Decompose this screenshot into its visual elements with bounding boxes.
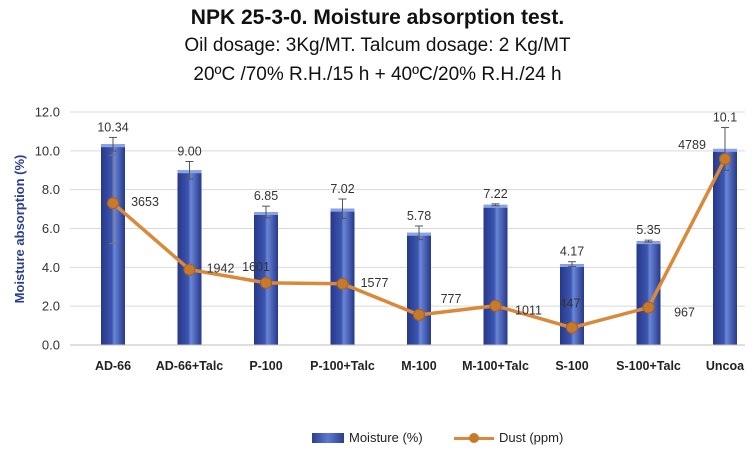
data-label-dust: 1942 bbox=[207, 262, 235, 276]
point-dust bbox=[107, 197, 119, 210]
y-tick-label: 4.0 bbox=[42, 260, 60, 275]
x-tick-label: AD-66+Talc bbox=[156, 359, 224, 373]
y-tick-label: 12.0 bbox=[35, 105, 60, 120]
point-dust bbox=[183, 263, 196, 276]
bar-moisture bbox=[713, 148, 737, 345]
legend-moisture-label: Moisture (%) bbox=[349, 430, 423, 445]
data-label-dust: 447 bbox=[560, 297, 581, 311]
data-label-moisture: 10.34 bbox=[97, 120, 128, 134]
data-label-dust: 777 bbox=[441, 292, 462, 306]
point-dust bbox=[413, 308, 425, 321]
chart-title: NPK 25-3-0. Moisture absorption test. bbox=[190, 6, 565, 29]
data-label-moisture: 10.1 bbox=[713, 111, 737, 125]
data-label-moisture: 4.17 bbox=[560, 245, 584, 259]
y-tick-label: 2.0 bbox=[42, 299, 60, 314]
data-label-moisture: 5.35 bbox=[636, 223, 660, 237]
point-dust bbox=[719, 153, 731, 166]
data-label-dust: 3653 bbox=[131, 195, 159, 209]
data-label-moisture: 7.02 bbox=[330, 182, 354, 196]
legend-line-swatch bbox=[454, 432, 494, 444]
bar-top-cap bbox=[483, 204, 508, 208]
legend-moisture: Moisture (%) bbox=[312, 430, 423, 445]
bar-moisture bbox=[483, 204, 508, 345]
legend-dust-label: Dust (ppm) bbox=[499, 430, 564, 445]
y-tick-label: 10.0 bbox=[35, 143, 60, 158]
data-label-dust: 1011 bbox=[515, 304, 542, 318]
point-dust bbox=[642, 301, 655, 314]
data-label-moisture: 6.85 bbox=[254, 189, 278, 203]
x-tick-label: Uncoa bbox=[706, 359, 745, 373]
point-dust bbox=[260, 276, 272, 289]
point-dust bbox=[489, 299, 502, 312]
y-tick-label: 8.0 bbox=[42, 182, 60, 197]
legend-bar-swatch bbox=[312, 432, 344, 443]
bar-top-cap bbox=[636, 241, 661, 245]
bar-moisture bbox=[330, 208, 355, 345]
x-tick-label: M-100 bbox=[401, 359, 436, 373]
x-tick-label: AD-66 bbox=[95, 359, 131, 373]
x-tick-label: M-100+Talc bbox=[462, 359, 529, 373]
data-label-dust: 4789 bbox=[678, 138, 706, 152]
legend-dust: Dust (ppm) bbox=[454, 430, 563, 445]
x-tick-label: P-100 bbox=[249, 359, 282, 373]
data-label-moisture: 9.00 bbox=[177, 145, 201, 159]
bar-moisture bbox=[407, 232, 431, 345]
data-label-dust: 1601 bbox=[242, 260, 270, 274]
y-tick-label: 0.0 bbox=[42, 338, 60, 353]
data-label-moisture: 7.22 bbox=[483, 187, 507, 201]
bar-moisture bbox=[177, 170, 202, 345]
point-dust bbox=[566, 321, 578, 334]
x-tick-label: S-100+Talc bbox=[616, 359, 681, 373]
x-tick-label: S-100 bbox=[555, 359, 588, 373]
chart-subtitle-dosage: Oil dosage: 3Kg/MT. Talcum dosage: 2 Kg/… bbox=[184, 35, 571, 56]
chart-subtitle-conditions: 20ºC /70% R.H./15 h + 40ºC/20% R.H./24 h bbox=[193, 64, 562, 85]
x-tick-label: P-100+Talc bbox=[310, 359, 375, 373]
data-label-dust: 1577 bbox=[361, 276, 389, 290]
y-tick-label: 6.0 bbox=[42, 221, 60, 236]
data-label-dust: 967 bbox=[674, 305, 695, 319]
data-label-moisture: 5.78 bbox=[407, 209, 431, 223]
point-dust bbox=[336, 277, 349, 290]
y-axis-label: Moisture absorption (%) bbox=[12, 155, 27, 304]
